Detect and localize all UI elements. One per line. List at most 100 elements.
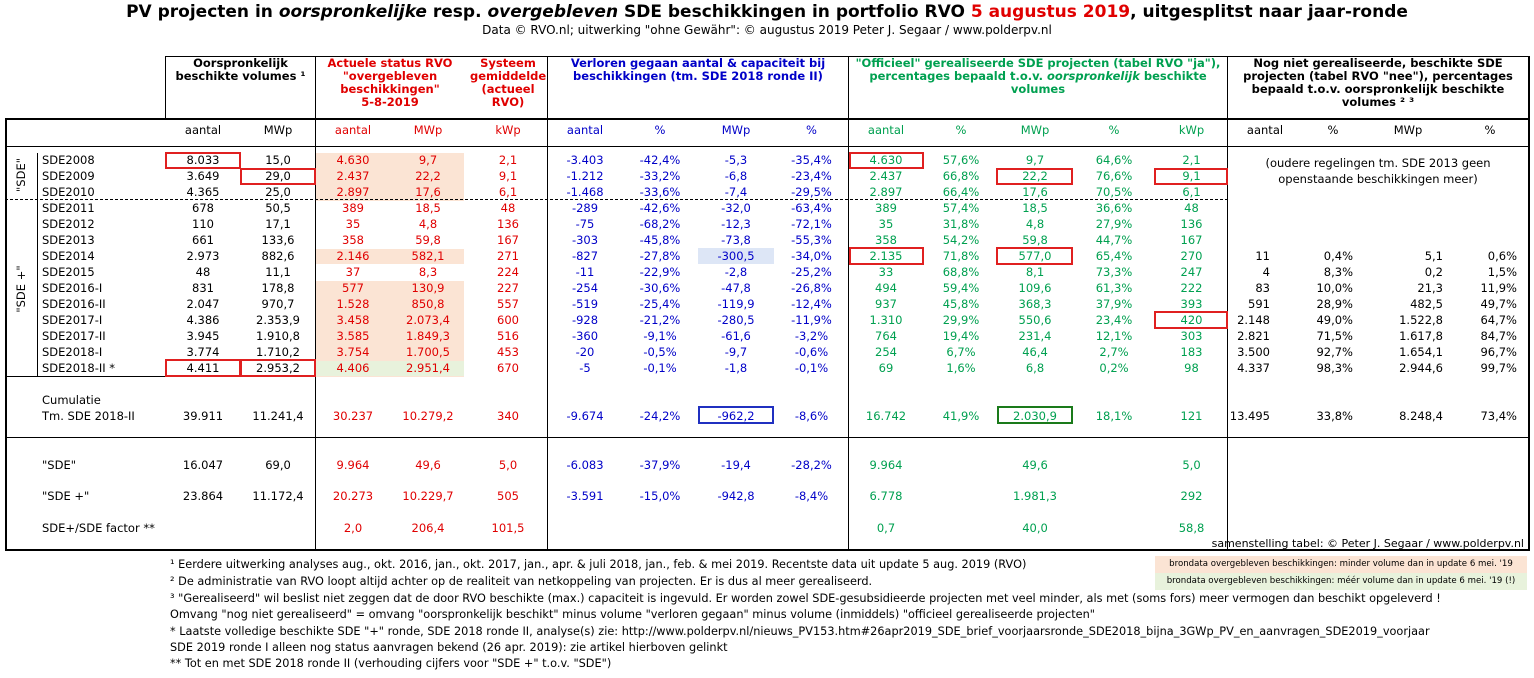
row-label: SDE2017-II — [42, 329, 106, 343]
cumulatie-cell: 121 — [1180, 409, 1203, 423]
table-cell: -519 — [571, 297, 599, 311]
footnote-1: ¹ Eerdere uitwerking analyses aug., okt.… — [170, 558, 1027, 571]
footnote-7: ** Tot en met SDE 2018 ronde II (verhoud… — [170, 657, 612, 670]
table-cell: 4.630 — [336, 153, 370, 167]
table-cell: 1.700,5 — [406, 345, 450, 359]
cumulatie-cell: 18,1% — [1095, 409, 1133, 423]
summary-cell: 10.229,7 — [402, 489, 454, 503]
table-cell: 557 — [497, 297, 519, 311]
table-cell: 271 — [497, 249, 519, 263]
row-label: SDE2015 — [42, 265, 95, 279]
table-cell: 2,1 — [1182, 153, 1201, 167]
table-cell: 136 — [497, 217, 519, 231]
cumulatie-cell: 10.279,2 — [402, 409, 454, 423]
table-cell: 11,9% — [1480, 281, 1517, 295]
table-cell: 1.310 — [869, 313, 903, 327]
table-cell: -5,3 — [724, 153, 748, 167]
table-cell: -27,8% — [639, 249, 681, 263]
table-cell: 76,6% — [1095, 169, 1133, 183]
table-cell: -45,8% — [639, 233, 681, 247]
table-cell: 36,6% — [1095, 201, 1133, 215]
table-cell: 59,4% — [942, 281, 980, 295]
table-cell: -33,6% — [639, 185, 681, 199]
table-cell: -42,4% — [639, 153, 681, 167]
summary-cell: -942,8 — [717, 489, 755, 503]
table-cell: -68,2% — [639, 217, 681, 231]
table-cell: 6,1 — [1182, 185, 1201, 199]
table-cell: 84,7% — [1480, 329, 1517, 343]
row-label: SDE2017-I — [42, 313, 103, 327]
table-cell: -119,9 — [717, 297, 755, 311]
table-cell: -55,3% — [791, 233, 832, 247]
table-cell: 4,8 — [418, 217, 438, 231]
table-cell: 4.411 — [186, 361, 220, 375]
table-cell: -25,2% — [791, 265, 832, 279]
column-header: % — [1108, 123, 1120, 137]
table-cell: 25,0 — [265, 185, 291, 199]
highlight-box — [240, 168, 316, 185]
table-cell: -20 — [575, 345, 595, 359]
cumulatie-cell: -9.674 — [566, 409, 604, 423]
table-cell: 831 — [192, 281, 214, 295]
footnote-4: Omvang "nog niet gerealiseerd" = omvang … — [170, 608, 1095, 621]
table-cell: 2,7% — [1099, 345, 1129, 359]
table-cell: 64,6% — [1095, 153, 1133, 167]
summary-cell: 20.273 — [332, 489, 374, 503]
summary-cell: 23.864 — [182, 489, 224, 503]
table-cell: 66,8% — [942, 169, 980, 183]
grid-line — [1227, 56, 1228, 551]
table-cell: -9,7 — [724, 345, 748, 359]
table-cell: 3.585 — [336, 329, 370, 343]
highlight-box — [240, 359, 316, 377]
row-label: SDE2010 — [42, 185, 95, 199]
table-cell: 2.953,2 — [256, 361, 300, 375]
table-cell: 937 — [875, 297, 897, 311]
column-header: % — [654, 123, 666, 137]
column-header: % — [806, 123, 817, 137]
table-cell: 3.458 — [336, 313, 370, 327]
table-cell: 130,9 — [411, 281, 445, 295]
table-cell: 2.135 — [869, 249, 903, 263]
sde-divider — [5, 199, 1228, 200]
table-cell: 4.386 — [186, 313, 220, 327]
table-cell: -33,2% — [639, 169, 681, 183]
grid-line — [1528, 56, 1530, 551]
table-cell: -73,8 — [721, 233, 751, 247]
table-cell: 516 — [497, 329, 519, 343]
legend-green: brondata overgebleven beschikkingen: méé… — [1155, 573, 1527, 590]
highlight-box — [849, 247, 924, 265]
table-cell: 368,3 — [1018, 297, 1052, 311]
table-cell: 9,7 — [418, 153, 438, 167]
summary-cell: -3.591 — [566, 489, 604, 503]
table-cell: 2.073,4 — [406, 313, 450, 327]
table-cell: 59,8 — [415, 233, 441, 247]
summary-cell: 69,0 — [265, 458, 291, 472]
table-cell: 4.406 — [336, 361, 370, 375]
table-cell: 23,4% — [1095, 313, 1133, 327]
summary-cell: 1.981,3 — [1013, 489, 1057, 503]
header-lost: Verloren gegaan aantal & capaciteit bij … — [570, 56, 826, 83]
table-cell: 1.617,8 — [1399, 329, 1443, 343]
highlight-box — [165, 152, 241, 169]
table-cell: 577,0 — [1018, 249, 1052, 263]
table-cell: -0,5% — [643, 345, 677, 359]
row-label: SDE2018-I — [42, 345, 103, 359]
table-cell: 4.337 — [1237, 361, 1270, 375]
table-cell: 393 — [1180, 297, 1203, 311]
table-cell: 1,5% — [1487, 265, 1517, 279]
table-cell: 222 — [1180, 281, 1203, 295]
grid-line — [165, 56, 1529, 57]
cumulatie-cell: 8.248,4 — [1399, 409, 1443, 423]
table-cell: 11,1 — [265, 265, 291, 279]
table-cell: 453 — [497, 345, 519, 359]
header-actual: Actuele status RVO "overgebleven beschik… — [327, 56, 453, 109]
summary-cell: 0,7 — [876, 521, 896, 535]
table-cell: 8,1 — [1025, 265, 1045, 279]
table-cell: 1.654,1 — [1399, 345, 1443, 359]
header-notyet: Nog niet gerealiseerde, beschikte SDE pr… — [1243, 56, 1513, 109]
table-cell: 591 — [1248, 297, 1270, 311]
summary-cell: 101,5 — [491, 521, 525, 535]
table-cell: 3.774 — [186, 345, 220, 359]
table-cell: 764 — [875, 329, 897, 343]
shade-lost-2014 — [698, 248, 774, 264]
